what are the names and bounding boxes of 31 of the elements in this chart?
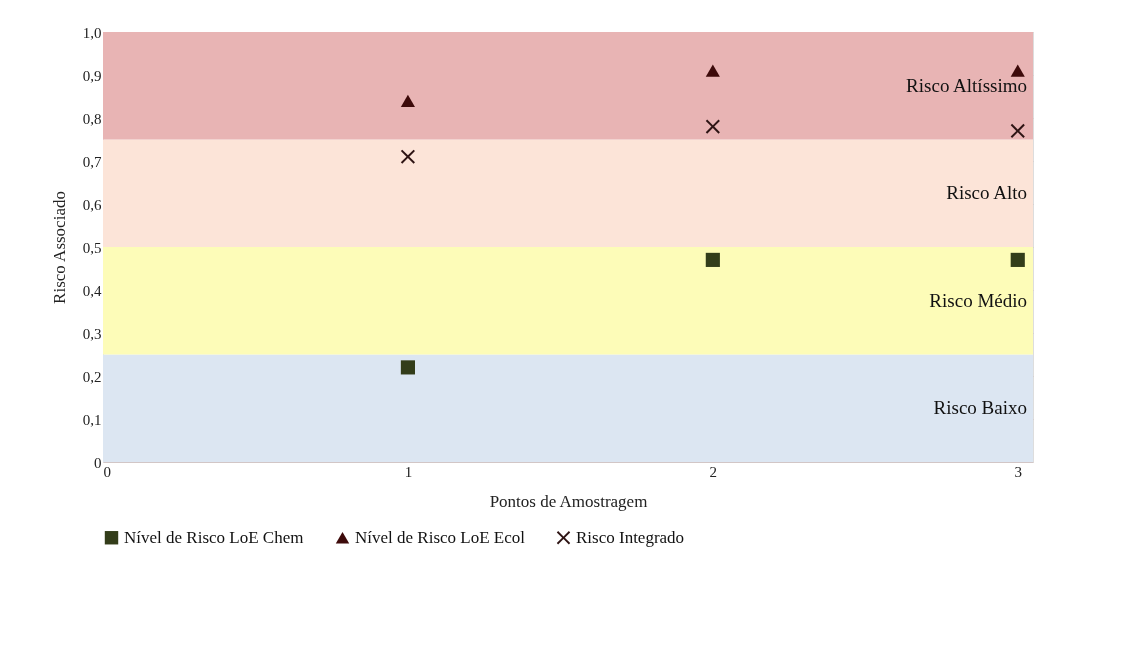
point	[705, 119, 720, 134]
y-tick-label: 1,0	[82, 24, 102, 41]
band-label: Risco Altíssimo	[906, 74, 1027, 96]
legend-label: Nível de Risco LoE Chem	[124, 527, 304, 547]
y-tick-label: 0,1	[82, 411, 102, 428]
y-tick-label: 0,5	[82, 239, 102, 256]
y-tick-label: 0,7	[82, 153, 102, 170]
x-tick-label: 1	[404, 463, 413, 480]
band-label: Risco Médio	[929, 289, 1027, 311]
point	[705, 64, 720, 77]
y-axis-title: Risco Associado	[49, 191, 69, 304]
point	[705, 252, 720, 267]
y-tick-label: 0,4	[82, 282, 102, 299]
point	[1010, 123, 1025, 138]
band-label: Risco Baixo	[933, 397, 1027, 419]
legend-label: Risco Integrado	[576, 527, 685, 547]
x-tick-label: 2	[709, 463, 718, 480]
y-tick-label: 0,2	[82, 368, 102, 385]
point	[400, 360, 415, 375]
point	[400, 149, 415, 164]
x-tick-label: 3	[1014, 463, 1022, 480]
legend-label: Nível de Risco LoE Ecol	[355, 527, 526, 547]
x-axis-title: Pontos de Amostragem	[489, 491, 648, 511]
y-tick-label: 0,8	[82, 110, 102, 127]
point	[1010, 64, 1025, 77]
point	[400, 94, 415, 107]
y-tick-label: 0,3	[82, 325, 102, 342]
point	[1010, 252, 1025, 267]
y-tick-label: 0,6	[82, 196, 102, 213]
band-label: Risco Alto	[946, 182, 1027, 204]
y-tick-label: 0,9	[82, 67, 102, 84]
